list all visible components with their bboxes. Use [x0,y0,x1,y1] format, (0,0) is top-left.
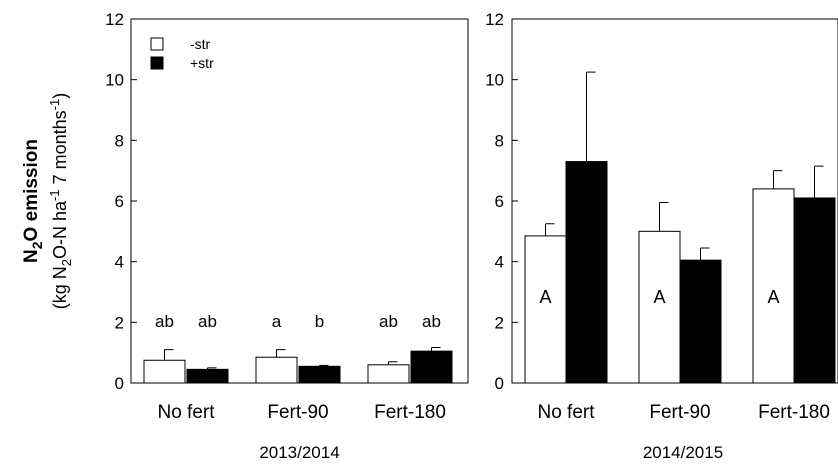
legend-swatch [150,37,164,51]
significance-letter: ab [422,312,441,331]
significance-letter: A [580,287,592,307]
bar [255,356,298,384]
y-tick-label: 12 [485,10,504,29]
x-axis-title: 2014/2015 [643,443,723,462]
bar [186,368,229,384]
x-tick-label: No fert [537,402,595,423]
x-tick-label: Fert-90 [649,402,710,423]
bar [143,359,186,384]
x-tick-label: Fert-90 [267,402,328,423]
x-tick-label: Fert-180 [374,402,446,423]
y-tick-label: 2 [495,313,504,332]
significance-letter: A [694,287,706,307]
legend-swatch [150,56,164,70]
bar [793,197,836,384]
y-tick-label: 10 [105,71,124,90]
significance-letter: A [653,287,665,307]
y-tick-label: 10 [485,71,504,90]
bar [524,235,567,384]
significance-letter: b [315,312,324,331]
y-axis-unit: (kg N2O-N ha-1 7 months-1) [47,93,74,309]
chart-panel-2: 0 2 4 6 8 10 12 A A No fert A A Fert-90 A A Fert-180 201… [485,10,838,462]
y-tick-label: 0 [115,374,124,393]
y-tick-label: 8 [495,131,504,150]
significance-letter: ab [379,312,398,331]
y-tick-label: 6 [495,192,504,211]
y-axis-label: N2O emission (kg N2O-N ha-1 7 months-1) [21,93,74,309]
y-tick-label: 6 [115,192,124,211]
y-tick-label: 12 [105,10,124,29]
significance-letter: A [767,287,779,307]
significance-letter: ab [155,312,174,331]
bar [565,161,608,384]
plot-frame [130,18,469,384]
legend-label: +str [190,55,214,71]
x-tick-label: Fert-180 [758,402,830,423]
legend-label: -str [190,36,211,52]
x-tick-label: No fert [157,402,215,423]
bar [679,259,722,384]
significance-letter: ab [198,312,217,331]
significance-letter: A [539,287,551,307]
y-tick-label: 0 [495,374,504,393]
y-tick-label: 2 [115,313,124,332]
bar [638,230,681,384]
bar [367,364,410,384]
legend: -str +str [150,36,214,71]
y-axis-title: N2O emission [21,139,45,263]
significance-letter: A [808,287,820,307]
bar [410,350,453,384]
bar [752,188,795,384]
y-tick-label: 4 [115,253,124,272]
y-tick-label: 4 [495,253,504,272]
bar [298,365,341,384]
significance-letter: a [272,312,282,331]
y-tick-label: 8 [115,131,124,150]
x-axis-title: 2013/2014 [259,443,339,462]
